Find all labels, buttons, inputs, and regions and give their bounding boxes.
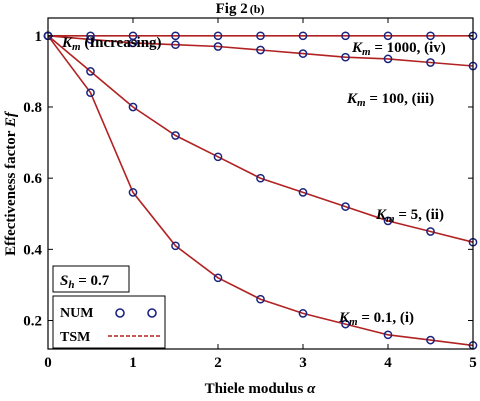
data-point: [171, 131, 180, 140]
legend-label-tsm: TSM: [60, 330, 90, 345]
data-point: [426, 31, 435, 41]
legend-marker-num-2: [147, 308, 157, 318]
x-tick-label: 5: [469, 355, 477, 371]
legend-box: [52, 295, 166, 349]
axis-ticks: 0 1 2 3 4 5 0.2 0.4 0.6 0.8 1: [23, 18, 477, 371]
y-tick-label: 0.2: [23, 314, 42, 330]
data-point: [213, 42, 223, 51]
x-tick-label: 2: [214, 355, 222, 371]
data-point: [298, 188, 308, 197]
y-tick-label: 0.6: [23, 171, 42, 187]
sh-value: Sh = 0.7: [60, 273, 110, 291]
legend-label-num: NUM: [60, 306, 93, 321]
data-point: [171, 241, 180, 251]
data-point: [86, 88, 95, 98]
data-point: [426, 227, 435, 236]
series-line-1: [47, 35, 474, 67]
data-point: [298, 31, 308, 41]
data-point: [86, 35, 95, 44]
plot-frame: [47, 17, 474, 350]
data-point: [426, 335, 435, 345]
x-axis-symbol: α: [307, 381, 316, 397]
data-point: [256, 294, 265, 304]
legend-marker-num-1: [115, 308, 125, 318]
y-axis-label: Effectiveness factor Ef: [3, 110, 19, 256]
data-point: [213, 273, 223, 283]
series-label-ii: Km = 5, (ii): [375, 207, 444, 225]
data-point: [341, 319, 350, 329]
data-point: [383, 54, 393, 64]
series-label-iv: Km = 1000, (iv): [351, 40, 446, 58]
series-label-i: Km = 0.1, (i): [338, 310, 414, 328]
series-line-3: [47, 35, 474, 347]
sh-box: [52, 265, 130, 293]
data-point: [383, 216, 393, 226]
legend: NUM TSM: [52, 295, 166, 349]
series-line-2: [47, 35, 474, 243]
x-tick-label: 3: [299, 355, 307, 371]
data-point: [128, 38, 138, 48]
data-point: [341, 202, 350, 211]
data-point: [86, 67, 95, 76]
y-tick-label: 1: [35, 29, 43, 45]
data-point: [341, 52, 350, 62]
data-point: [298, 49, 308, 58]
plot-marks: [43, 31, 478, 350]
data-point: [128, 102, 138, 112]
chart-title: Fig 2 (b): [216, 1, 265, 17]
data-point: [86, 31, 95, 41]
increasing-note: Km (Increasing): [61, 35, 162, 53]
y-tick-label: 0.8: [23, 100, 42, 116]
x-tick-label: 1: [129, 355, 137, 371]
data-point: [128, 188, 138, 197]
data-point: [383, 31, 393, 41]
data-point: [256, 173, 265, 183]
data-point: [213, 152, 223, 162]
data-point: [383, 330, 393, 340]
x-tick-label: 0: [44, 355, 52, 371]
data-point: [171, 40, 180, 50]
x-tick-label: 4: [384, 355, 392, 371]
data-point: [171, 31, 180, 41]
chart-subtitle: (b): [250, 2, 265, 16]
data-point: [256, 31, 265, 41]
data-point: [213, 31, 223, 41]
data-point: [426, 58, 435, 67]
data-point: [256, 45, 265, 55]
y-tick-label: 0.4: [23, 242, 42, 258]
x-axis-label: Thiele modulus α: [205, 381, 317, 397]
y-axis-symbol: Ef: [3, 110, 19, 128]
data-point: [298, 309, 308, 318]
series-label-iii: Km = 100, (iii): [346, 91, 434, 109]
data-point: [341, 31, 350, 41]
